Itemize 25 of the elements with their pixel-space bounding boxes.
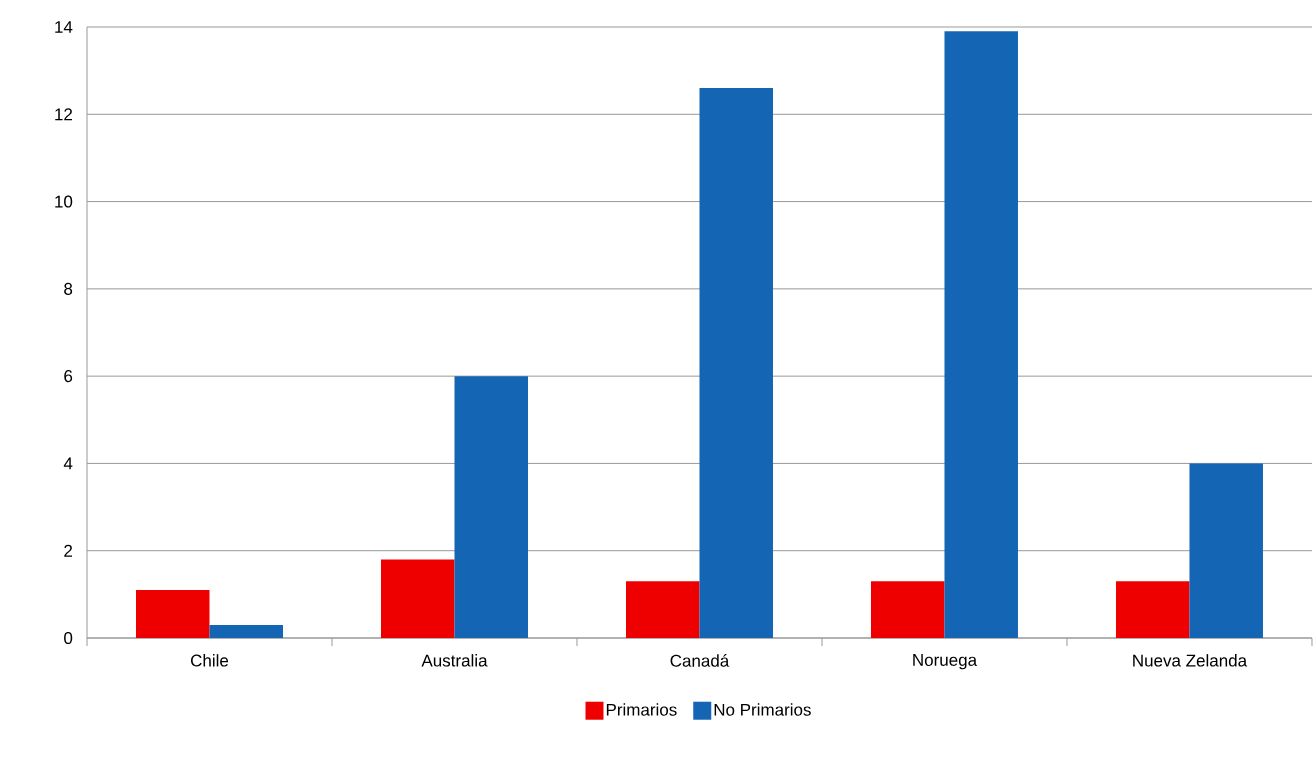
bar — [1115, 581, 1190, 638]
legend-label: Primarios — [606, 703, 677, 716]
bar — [870, 581, 945, 638]
bar — [944, 31, 1018, 638]
bar — [1189, 463, 1263, 638]
y-tick-label: 8 — [64, 282, 73, 295]
y-tick-label: 12 — [55, 108, 73, 121]
x-tick-label: Nueva Zelanda — [1133, 654, 1248, 667]
x-tick-label: Australia — [421, 654, 488, 667]
y-tick-label: 6 — [64, 370, 73, 383]
y-tick-label: 10 — [55, 195, 73, 208]
x-tick-label: Noruega — [913, 654, 978, 670]
y-tick-label: 4 — [63, 457, 73, 470]
y-tick-label: 0 — [64, 631, 73, 645]
legend-label: No Primarios — [714, 703, 811, 716]
bar — [209, 624, 283, 638]
bar — [454, 376, 528, 638]
bar — [625, 581, 700, 638]
bar — [699, 88, 773, 638]
y-tick-label: 2 — [64, 544, 73, 557]
x-tick-label: Canadá — [670, 654, 730, 667]
bar — [380, 559, 455, 638]
bar — [136, 589, 210, 638]
x-tick-label: Chile — [190, 654, 229, 667]
y-tick-label: 14 — [55, 21, 73, 33]
